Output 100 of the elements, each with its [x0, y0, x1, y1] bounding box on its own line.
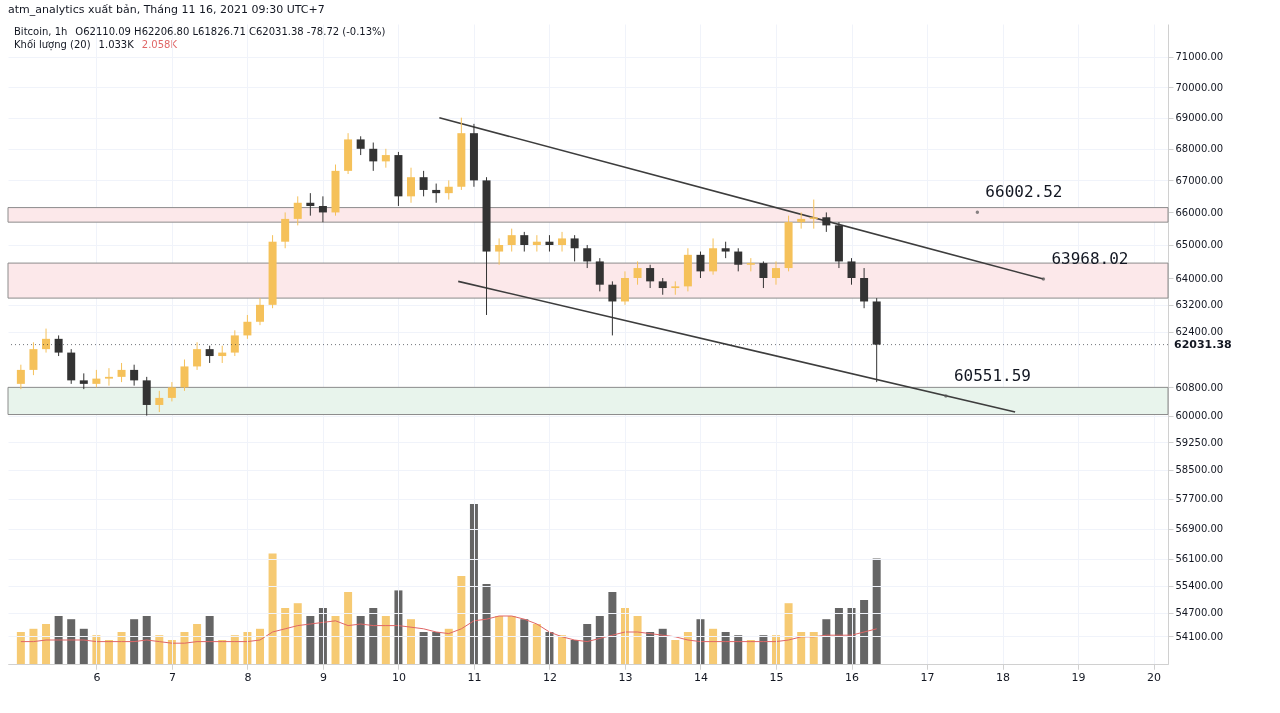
x-tick-label: 10 — [391, 670, 406, 684]
bar — [759, 635, 768, 664]
bar — [29, 628, 38, 664]
candlestick — [444, 179, 453, 201]
candlestick — [318, 195, 327, 223]
bar — [683, 632, 692, 664]
bar — [155, 635, 164, 664]
candlestick — [860, 267, 869, 309]
x-tick-label: 9 — [319, 670, 327, 684]
bar — [809, 632, 818, 664]
x-tick-label: 11 — [467, 670, 482, 684]
candlestick — [293, 195, 302, 226]
bar — [633, 616, 642, 664]
candlestick — [356, 135, 365, 156]
bar — [834, 608, 843, 664]
candlestick — [180, 359, 189, 392]
bar — [797, 632, 806, 664]
candlestick — [558, 231, 567, 253]
bar — [407, 619, 416, 664]
x-tick-label: 15 — [769, 670, 784, 684]
annotation: 2.058K — [141, 39, 178, 50]
y-tick-label: 63200.00 — [1175, 299, 1224, 311]
bar — [130, 619, 139, 664]
y-tick-label: 58500.00 — [1175, 464, 1224, 476]
y-tick-label: 65000.00 — [1175, 239, 1224, 251]
annotation: 66002.52 — [985, 182, 1063, 202]
candlestick — [696, 251, 705, 279]
bar — [495, 616, 504, 664]
bar — [142, 616, 151, 664]
y-tick-label: 59250.00 — [1175, 436, 1224, 448]
bar — [54, 616, 63, 664]
candlestick — [230, 329, 239, 357]
x-tick-label: 17 — [920, 670, 935, 684]
bar — [356, 616, 365, 664]
bar — [293, 603, 302, 664]
y-tick-label: 56900.00 — [1175, 523, 1224, 535]
bar — [255, 628, 264, 664]
y-tick-label: 70000.00 — [1175, 81, 1224, 93]
bar — [457, 576, 466, 664]
candlestick — [29, 341, 38, 376]
y-tick-label: 69000.00 — [1175, 112, 1224, 124]
y-tick-label: 60000.00 — [1175, 410, 1224, 422]
y-tick-label: 54700.00 — [1175, 607, 1224, 619]
candlestick — [117, 362, 126, 383]
candlestick — [104, 367, 113, 387]
candlestick — [595, 257, 604, 292]
candlestick — [709, 237, 718, 276]
bar — [218, 640, 227, 664]
bar — [520, 619, 529, 664]
bar — [306, 616, 315, 664]
y-tick-label: 71000.00 — [1175, 51, 1224, 63]
bar — [344, 592, 353, 664]
bar — [419, 632, 428, 664]
bar — [532, 624, 541, 664]
bar — [784, 603, 793, 664]
y-tick-label: 54100.00 — [1175, 630, 1224, 642]
candlestick — [193, 341, 202, 371]
bar — [180, 632, 189, 664]
candlestick — [306, 192, 315, 217]
bar — [608, 592, 617, 664]
y-tick-label: 56100.00 — [1175, 553, 1224, 565]
bar — [822, 619, 831, 664]
y-tick-label: 67000.00 — [1175, 174, 1224, 186]
y-tick-label: 55400.00 — [1175, 580, 1224, 592]
chart-subtitle: O62110.09 H62206.80 L61826.71 C62031.38 -78.72 (-0.13%) — [75, 26, 386, 37]
candlestick — [54, 334, 63, 357]
candlestick — [583, 244, 592, 269]
candlestick — [419, 170, 428, 197]
bar — [872, 558, 881, 664]
y-tick-label: 62400.00 — [1175, 326, 1224, 338]
x-tick-label: 20 — [1147, 670, 1162, 684]
bar — [16, 632, 25, 664]
candlestick — [822, 211, 831, 233]
bar — [67, 619, 76, 664]
bar — [268, 553, 277, 664]
bar — [42, 624, 51, 664]
candlestick — [532, 234, 541, 253]
candlestick — [847, 257, 856, 286]
bar — [746, 640, 755, 664]
y-tick-label: 66000.00 — [1175, 206, 1224, 218]
bar — [331, 616, 340, 664]
bar — [381, 616, 390, 664]
y-tick-label: 64000.00 — [1175, 272, 1224, 284]
candlestick — [620, 270, 629, 306]
x-tick-label: 12 — [542, 670, 557, 684]
candlestick — [520, 231, 529, 253]
bar — [558, 635, 567, 664]
x-tick-label: 18 — [996, 670, 1011, 684]
bar — [671, 640, 680, 664]
candlestick — [255, 297, 264, 326]
candlestick — [16, 364, 25, 390]
chart-title: Khối lượng (20) — [14, 39, 91, 51]
x-tick-label: 13 — [618, 670, 633, 684]
bar — [432, 632, 441, 664]
candlestick — [809, 199, 818, 230]
annotation: 63968.02 — [1051, 249, 1129, 269]
candlestick — [42, 328, 51, 354]
x-tick-label: 16 — [845, 670, 860, 684]
x-tick-label: 14 — [693, 670, 708, 684]
y-tick-label: 60800.00 — [1175, 381, 1224, 393]
